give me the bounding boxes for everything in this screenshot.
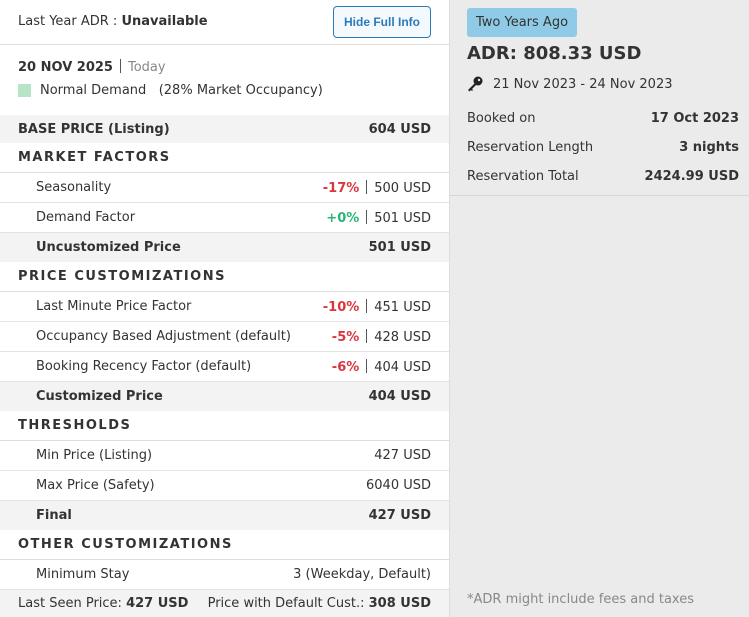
divider <box>366 179 368 194</box>
factor-row: Min Price (Listing) 427 USD <box>0 441 449 472</box>
hide-info-button[interactable]: Hide Full Info <box>333 5 431 38</box>
value: 501 USD <box>368 240 431 256</box>
section-title: PRICE CUSTOMIZATIONS <box>0 262 449 293</box>
label: Last Seen Price: <box>18 596 122 612</box>
label: Final <box>36 508 72 524</box>
label: Price with Default Cust.: <box>207 596 365 612</box>
key-icon <box>468 76 483 92</box>
label: Reservation Total <box>467 169 579 184</box>
value: 3 nights <box>679 140 739 155</box>
last-seen: Last Seen Price: 427 USD <box>18 596 188 611</box>
detail-row: Booked on 17 Oct 2023 <box>450 104 749 133</box>
comparison-panel: Two Years Ago ADR: 808.33 USD 21 Nov 202… <box>450 0 749 617</box>
detail-row: Reservation Length 3 nights <box>450 133 749 162</box>
value-group: -17% 500 USD <box>322 179 431 196</box>
label: Last Minute Price Factor <box>36 299 192 315</box>
label: Uncustomized Price <box>36 240 181 256</box>
total-row: Final 427 USD <box>0 501 449 531</box>
divider <box>119 58 121 73</box>
change: +0% <box>326 210 360 226</box>
date-block: 20 NOV 2025 Today Normal Demand (28% Mark… <box>0 45 449 116</box>
demand: Normal Demand (28% Market Occupancy) <box>18 83 431 98</box>
label: Customized Price <box>36 389 163 405</box>
value-group: -10% 451 USD <box>322 298 431 315</box>
factor-row: Occupancy Based Adjustment (default) -5% 4… <box>0 322 449 353</box>
last-year-adr: Last Year ADR : Unavailable <box>18 14 208 29</box>
value-group: 427 USD <box>374 448 431 463</box>
value-group: 3 (Weekday, Default) <box>293 567 431 582</box>
value: 427 USD <box>374 448 431 464</box>
total-row: Customized Price 404 USD <box>0 382 449 412</box>
factor-row: Minimum Stay 3 (Weekday, Default) <box>0 560 449 591</box>
date-range: 21 Nov 2023 - 24 Nov 2023 <box>467 76 672 92</box>
change: -17% <box>322 180 360 196</box>
detail-row: Reservation Total 2424.99 USD <box>450 162 749 191</box>
relative-date: Today <box>127 59 166 75</box>
demand-swatch <box>18 83 31 97</box>
adr: ADR: 808.33 USD <box>467 43 642 64</box>
factor-row: Max Price (Safety) 6040 USD <box>0 471 449 502</box>
value: 451 USD <box>374 299 431 315</box>
value: Unavailable <box>121 14 208 30</box>
section-title: MARKET FACTORS <box>0 143 449 174</box>
label: Reservation Length <box>467 140 594 155</box>
section-title: OTHER CUSTOMIZATIONS <box>0 530 449 561</box>
label: Last Year ADR : <box>18 14 118 30</box>
label: Occupancy Based Adjustment (default) <box>36 329 291 345</box>
label: Minimum Stay <box>36 567 130 583</box>
label: Demand Factor <box>36 210 136 226</box>
badge: Two Years Ago <box>467 8 578 37</box>
default-price: Price with Default Cust.: 308 USD <box>208 596 431 611</box>
divider <box>366 328 368 343</box>
factor-row: Booking Recency Factor (default) -6% 404 U… <box>0 352 449 383</box>
dates: 21 Nov 2023 - 24 Nov 2023 <box>493 76 673 92</box>
note: *ADR might include fees and taxes <box>467 592 694 607</box>
value: 404 USD <box>374 359 431 375</box>
date: 20 NOV 2025 <box>18 59 113 75</box>
value: 6040 USD <box>366 478 431 494</box>
value: 604 USD <box>368 121 431 137</box>
label: Min Price (Listing) <box>36 448 153 464</box>
divider <box>366 298 368 313</box>
divider <box>366 358 368 373</box>
value: 308 USD <box>368 596 431 612</box>
footer: Last Seen Price: 427 USD Price with Defa… <box>0 590 449 617</box>
value-group: -6% 404 USD <box>331 358 431 375</box>
divider <box>366 209 368 224</box>
value: 428 USD <box>374 329 431 345</box>
change: -5% <box>331 329 360 345</box>
value: 501 USD <box>374 210 431 226</box>
demand-label: Normal Demand <box>40 82 147 98</box>
section-title: THRESHOLDS <box>0 411 449 442</box>
details: Booked on 17 Oct 2023 Reservation Length 3 … <box>450 104 749 196</box>
change: -10% <box>322 299 360 315</box>
value: 17 Oct 2023 <box>650 111 739 126</box>
header: Last Year ADR : Unavailable Hide Full In… <box>0 0 449 45</box>
value: 404 USD <box>368 389 431 405</box>
value: 500 USD <box>374 180 431 196</box>
value-group: +0% 501 USD <box>326 209 431 226</box>
change: -6% <box>331 359 360 375</box>
occupancy: (28% Market Occupancy) <box>158 82 323 98</box>
value: 3 (Weekday, Default) <box>293 567 431 583</box>
value-group: 6040 USD <box>366 478 431 493</box>
label: BASE PRICE (Listing) <box>18 121 170 137</box>
factor-row: Last Minute Price Factor -10% 451 USD <box>0 292 449 323</box>
factor-row: Demand Factor +0% 501 USD <box>0 203 449 234</box>
price-panel: Last Year ADR : Unavailable Hide Full In… <box>0 0 450 617</box>
label: Max Price (Safety) <box>36 478 155 494</box>
value: 427 USD <box>368 508 431 524</box>
total-row: Uncustomized Price 501 USD <box>0 233 449 263</box>
label: Booked on <box>467 111 536 126</box>
label: Booking Recency Factor (default) <box>36 359 252 375</box>
base-price: BASE PRICE (Listing) 604 USD <box>0 115 449 144</box>
value-group: -5% 428 USD <box>331 328 431 345</box>
sections: MARKET FACTORS Seasonality -17% 500 USD Dema… <box>0 143 449 591</box>
label: Seasonality <box>36 180 112 196</box>
factor-row: Seasonality -17% 500 USD <box>0 173 449 204</box>
value: 427 USD <box>126 596 189 612</box>
value: 2424.99 USD <box>644 169 739 184</box>
date-line: 20 NOV 2025 Today <box>18 58 431 75</box>
